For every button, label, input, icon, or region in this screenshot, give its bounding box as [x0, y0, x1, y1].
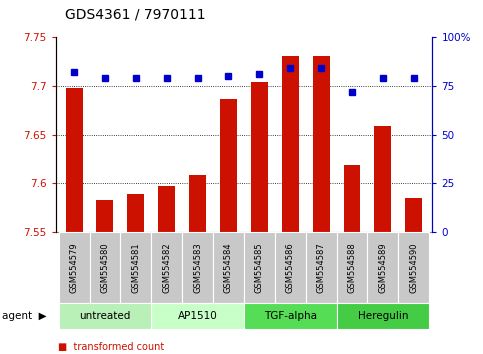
Bar: [398, 232, 429, 303]
Bar: [306, 232, 337, 303]
Text: GSM554584: GSM554584: [224, 242, 233, 293]
Bar: [213, 232, 244, 303]
Bar: [151, 303, 244, 329]
Bar: [189, 176, 206, 232]
Bar: [244, 232, 275, 303]
Bar: [313, 56, 329, 232]
Text: GSM554582: GSM554582: [162, 242, 171, 293]
Bar: [251, 82, 268, 232]
Bar: [374, 126, 391, 232]
Bar: [151, 232, 182, 303]
Text: GSM554588: GSM554588: [347, 242, 356, 293]
Bar: [337, 303, 429, 329]
Text: Heregulin: Heregulin: [357, 311, 408, 321]
Bar: [128, 194, 144, 232]
Text: GSM554587: GSM554587: [317, 242, 326, 293]
Text: GSM554586: GSM554586: [286, 242, 295, 293]
Text: GSM554585: GSM554585: [255, 242, 264, 293]
Bar: [58, 303, 151, 329]
Bar: [405, 198, 422, 232]
Text: AP1510: AP1510: [178, 311, 217, 321]
Bar: [368, 232, 398, 303]
Text: GSM554590: GSM554590: [409, 242, 418, 292]
Text: ■  transformed count: ■ transformed count: [58, 342, 164, 352]
Text: GSM554579: GSM554579: [70, 242, 79, 293]
Bar: [58, 232, 89, 303]
Bar: [158, 186, 175, 232]
Bar: [337, 232, 368, 303]
Text: GSM554581: GSM554581: [131, 242, 141, 293]
Bar: [244, 303, 337, 329]
Bar: [120, 232, 151, 303]
Text: TGF-alpha: TGF-alpha: [264, 311, 317, 321]
Text: GSM554580: GSM554580: [100, 242, 110, 293]
Text: GSM554583: GSM554583: [193, 242, 202, 293]
Bar: [275, 232, 306, 303]
Bar: [97, 200, 114, 232]
Bar: [220, 98, 237, 232]
Text: GDS4361 / 7970111: GDS4361 / 7970111: [65, 7, 206, 21]
Bar: [343, 165, 360, 232]
Text: GSM554589: GSM554589: [378, 242, 387, 293]
Bar: [182, 232, 213, 303]
Text: untreated: untreated: [79, 311, 130, 321]
Bar: [66, 88, 83, 232]
Bar: [89, 232, 120, 303]
Text: agent  ▶: agent ▶: [2, 311, 47, 321]
Bar: [282, 56, 298, 232]
